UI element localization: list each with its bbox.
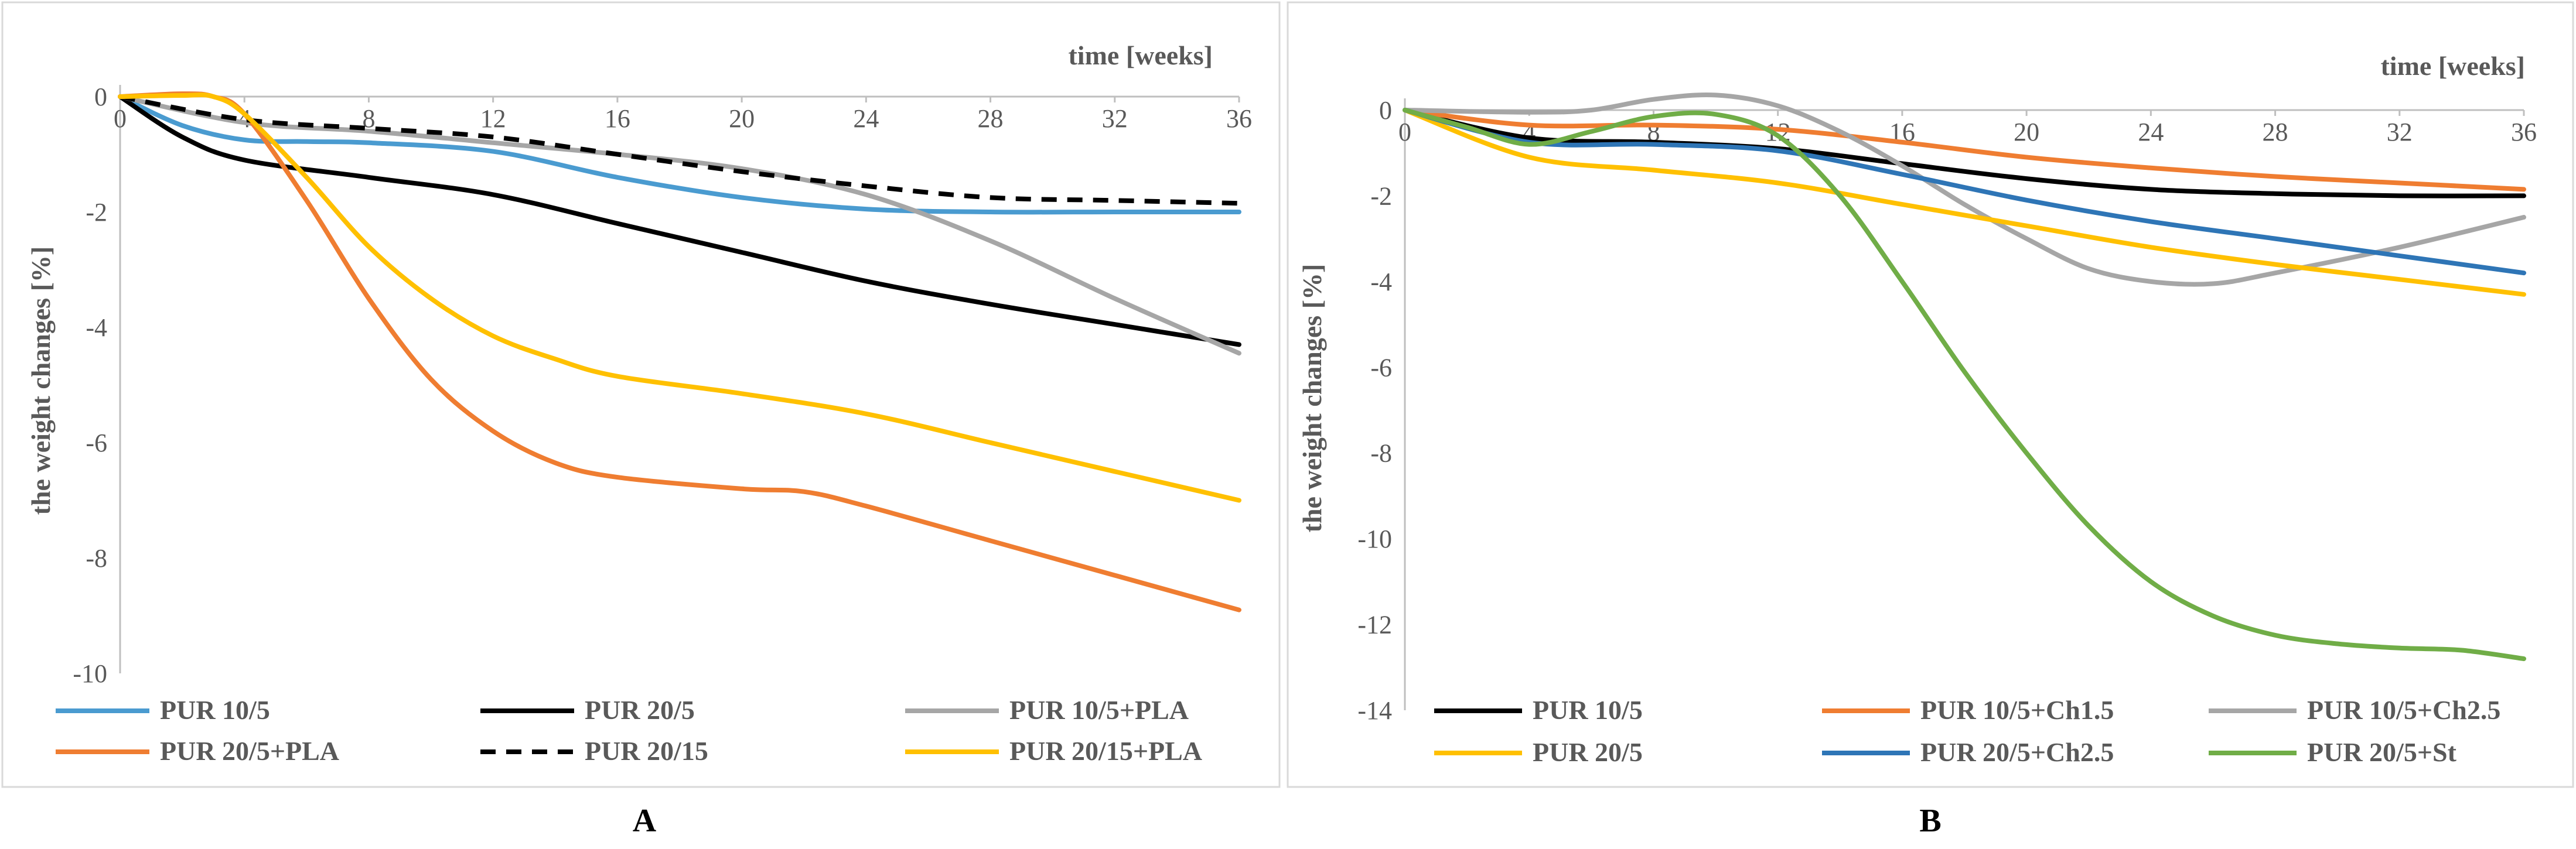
chart-a-xtick-label: 24 xyxy=(853,104,879,133)
chart-a-series-line xyxy=(118,94,1241,215)
chart-b-xtick-label: 0 xyxy=(1398,118,1411,146)
chart-a-legend-entry: PUR 10/5+PLA xyxy=(1009,695,1189,725)
chart-b-xtick-label: 28 xyxy=(2263,118,2288,146)
chart-a: 0-2-4-6-8-100 4 8 12 16 20 24 28 32 36 time [week… xyxy=(1,1,1281,839)
chart-a-xtick-label: 16 xyxy=(605,104,630,133)
chart-a-series-line xyxy=(118,94,1241,356)
chart-a-legend-entry: PUR 20/5+PLA xyxy=(160,736,339,766)
chart-b-series xyxy=(1403,92,2526,662)
chart-b-xtick-label: 32 xyxy=(2387,118,2413,146)
chart-b-series-line xyxy=(1403,108,2526,662)
chart-a-legend-entry: PUR 20/15+PLA xyxy=(1009,736,1202,766)
chart-a-xlabel: time [weeks] xyxy=(1068,40,1213,70)
chart-a-legend: PUR 10/5 PUR 20/5 PUR 10/5+PLA PUR 20/5+PLA… xyxy=(56,695,1202,766)
chart-a-ytick-label: -10 xyxy=(73,659,107,688)
chart-b-ylabel: the weight changes [%] xyxy=(1297,264,1327,533)
chart-b-legend-entry: PUR 20/5+Ch2.5 xyxy=(1920,737,2114,767)
chart-b-panel-label: B xyxy=(1919,803,1941,839)
chart-a-ytick-label: -8 xyxy=(86,544,107,573)
chart-a-ytick-label: 0 xyxy=(94,83,107,111)
chart-a-legend-entry: PUR 10/5 xyxy=(160,695,270,725)
chart-b-ytick-label: -6 xyxy=(1370,353,1392,382)
chart-b-ytick-label: -10 xyxy=(1357,525,1392,553)
chart-a-frame xyxy=(1,1,1281,788)
chart-b-series-line xyxy=(1403,108,2526,276)
chart-b-series-line xyxy=(1403,92,2526,287)
chart-b-xtick-label: 36 xyxy=(2511,118,2537,146)
chart-b-series-line xyxy=(1403,108,2526,192)
chart-a-ytick-label: -2 xyxy=(86,198,107,227)
chart-a-series-line xyxy=(118,93,1241,503)
chart-b-ytick-label: -14 xyxy=(1357,696,1392,725)
chart-a-xtick-label: 12 xyxy=(480,104,506,133)
chart-b-ytick-label: -12 xyxy=(1357,611,1392,639)
chart-b-legend-entry: PUR 10/5 xyxy=(1533,695,1643,725)
chart-a-series-line xyxy=(118,94,1241,347)
chart-a-xtick-label: 8 xyxy=(362,104,375,133)
chart-b-ytick-label: 0 xyxy=(1379,96,1392,125)
chart-b-legend-entry: PUR 20/5 xyxy=(1533,737,1643,767)
chart-b-ytick-label: -4 xyxy=(1370,268,1392,296)
chart-a-xtick-label: 32 xyxy=(1102,104,1128,133)
chart-b-ytick-label: -8 xyxy=(1370,439,1392,468)
chart-b-legend-entry: PUR 20/5+St xyxy=(2307,737,2457,767)
chart-a-xtick-label: 20 xyxy=(729,104,755,133)
chart-a-series-line xyxy=(120,94,1240,206)
chart-b-legend-entry: PUR 10/5+Ch2.5 xyxy=(2307,695,2500,725)
chart-b-ytick-label: -2 xyxy=(1370,182,1392,210)
chart-a-panel-label: A xyxy=(633,803,657,839)
chart-b-xtick-label: 24 xyxy=(2138,118,2164,146)
chart-b: 0-2-4-6-8-10-12-140 4 8 12 16 20 24 28 32 36 time… xyxy=(1287,1,2574,839)
chart-a-ytick-label: -6 xyxy=(86,429,107,457)
chart-b-xtick-label: 20 xyxy=(2014,118,2039,146)
chart-a-xtick-label: 36 xyxy=(1226,104,1252,133)
chart-b-legend-entry: PUR 10/5+Ch1.5 xyxy=(1920,695,2114,725)
chart-a-ytick-label: -4 xyxy=(86,313,107,342)
chart-a-legend-entry: PUR 20/5 xyxy=(585,695,695,725)
chart-b-series-line xyxy=(1403,108,2526,297)
chart-a-ylabel: the weight changes [%] xyxy=(26,247,56,515)
chart-a-series xyxy=(118,91,1241,612)
chart-a-xtick-label: 28 xyxy=(978,104,1004,133)
chart-b-series-line xyxy=(1403,108,2526,198)
chart-b-legend: PUR 10/5 PUR 10/5+Ch1.5 PUR 10/5+Ch2.5 PUR … xyxy=(1434,695,2500,767)
chart-a-xtick-label: 0 xyxy=(114,104,127,133)
chart-a-legend-entry: PUR 20/15 xyxy=(585,736,708,766)
chart-b-xlabel: time [weeks] xyxy=(2380,51,2525,81)
